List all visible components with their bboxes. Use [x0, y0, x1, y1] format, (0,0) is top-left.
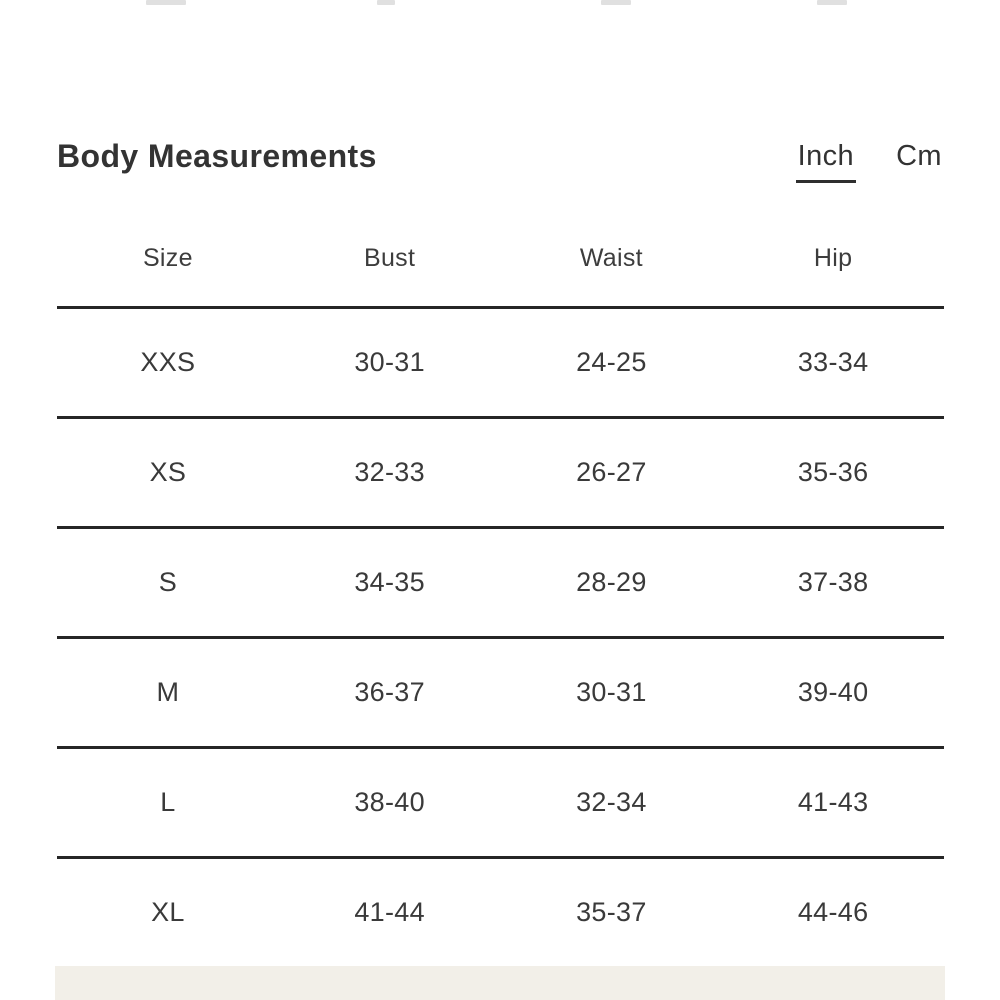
table-row: L 38-40 32-34 41-43 — [57, 749, 944, 859]
section-header: Body Measurements Inch Cm — [57, 138, 944, 184]
waist-cell: 24-25 — [576, 347, 647, 377]
bust-cell: 41-44 — [354, 897, 425, 927]
table-row: XL 41-44 35-37 44-46 — [57, 859, 944, 966]
hip-cell: 44-46 — [797, 897, 869, 927]
clipped-previous-table-row — [0, 0, 1000, 6]
size-cell: XL — [151, 897, 185, 927]
bust-cell: 34-35 — [354, 567, 425, 597]
clipped-text-fragment — [817, 0, 847, 5]
hip-cell: 41-43 — [797, 787, 869, 817]
bust-cell: 38-40 — [354, 787, 425, 817]
unit-toggle: Inch Cm — [795, 140, 944, 184]
size-cell: S — [158, 567, 178, 597]
bust-cell: 32-33 — [354, 457, 425, 487]
table-row: M 36-37 30-31 39-40 — [57, 639, 944, 749]
table-row: XS 32-33 26-27 35-36 — [57, 419, 944, 529]
table-row: S 34-35 28-29 37-38 — [57, 529, 944, 639]
next-section-band — [55, 966, 945, 1000]
column-header-hip: Hip — [813, 243, 853, 272]
waist-cell: 30-31 — [576, 677, 647, 707]
column-header-size: Size — [142, 243, 193, 272]
waist-cell: 28-29 — [576, 567, 647, 597]
body-measurements-table: Size Bust Waist Hip XXS 30-31 24-25 33-3… — [57, 210, 944, 966]
size-cell: XXS — [140, 347, 196, 377]
table-header-row: Size Bust Waist Hip — [57, 210, 944, 309]
waist-cell: 26-27 — [576, 457, 647, 487]
clipped-text-fragment — [146, 0, 186, 5]
page-title: Body Measurements — [57, 138, 377, 174]
hip-cell: 33-34 — [797, 347, 869, 377]
hip-cell: 37-38 — [797, 567, 869, 597]
bust-cell: 30-31 — [354, 347, 425, 377]
bust-cell: 36-37 — [354, 677, 425, 707]
size-cell: M — [156, 677, 180, 707]
clipped-text-fragment — [601, 0, 631, 5]
size-cell: XS — [149, 457, 187, 487]
unit-toggle-cm[interactable]: Cm — [896, 140, 942, 172]
size-cell: L — [160, 787, 176, 817]
hip-cell: 35-36 — [797, 457, 869, 487]
column-header-waist: Waist — [579, 243, 643, 272]
waist-cell: 32-34 — [576, 787, 647, 817]
unit-toggle-inch[interactable]: Inch — [795, 140, 857, 184]
table-row: XXS 30-31 24-25 33-34 — [57, 309, 944, 419]
hip-cell: 39-40 — [797, 677, 869, 707]
column-header-bust: Bust — [364, 243, 416, 272]
clipped-text-fragment — [377, 0, 395, 5]
waist-cell: 35-37 — [576, 897, 647, 927]
